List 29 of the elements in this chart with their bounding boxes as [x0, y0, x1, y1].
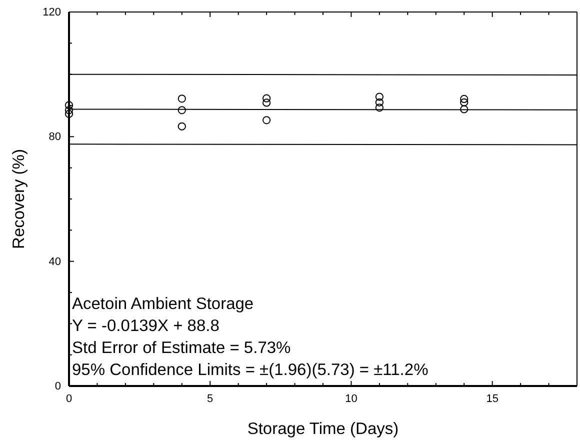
point [64, 101, 74, 110]
point [262, 94, 271, 102]
point [178, 106, 186, 114]
point [262, 116, 271, 124]
point [460, 94, 468, 104]
annotation: Std Error of Estimate = 5.73% [72, 339, 292, 357]
x-tick-label: 15 [486, 392, 498, 405]
y-tick-label: 80 [48, 131, 61, 144]
x-tick-label: 5 [207, 392, 214, 405]
point [178, 94, 186, 103]
y-tick-label: 40 [48, 256, 61, 268]
point [262, 98, 271, 107]
point [375, 92, 384, 101]
y-tick-label: 0 [54, 380, 61, 393]
point [64, 106, 74, 114]
point [64, 110, 74, 118]
point [178, 122, 186, 130]
annotation: Y = -0.0139X + 88.8 [72, 317, 220, 335]
point [460, 105, 468, 114]
annotation: Acetoin Ambient Storage [72, 295, 254, 313]
point [375, 98, 384, 106]
y-axis-title: Recovery (%) [10, 149, 28, 249]
point [460, 98, 468, 106]
y-tick-label: 120 [42, 6, 61, 19]
x-tick-label: 10 [345, 392, 358, 405]
point [375, 104, 384, 112]
x-tick-label: 0 [66, 392, 72, 405]
annotation: 95% Confidence Limits = ±(1.96)(5.73) = ±11.2% [72, 361, 429, 379]
x-axis-title: Storage Time (Days) [247, 420, 399, 438]
